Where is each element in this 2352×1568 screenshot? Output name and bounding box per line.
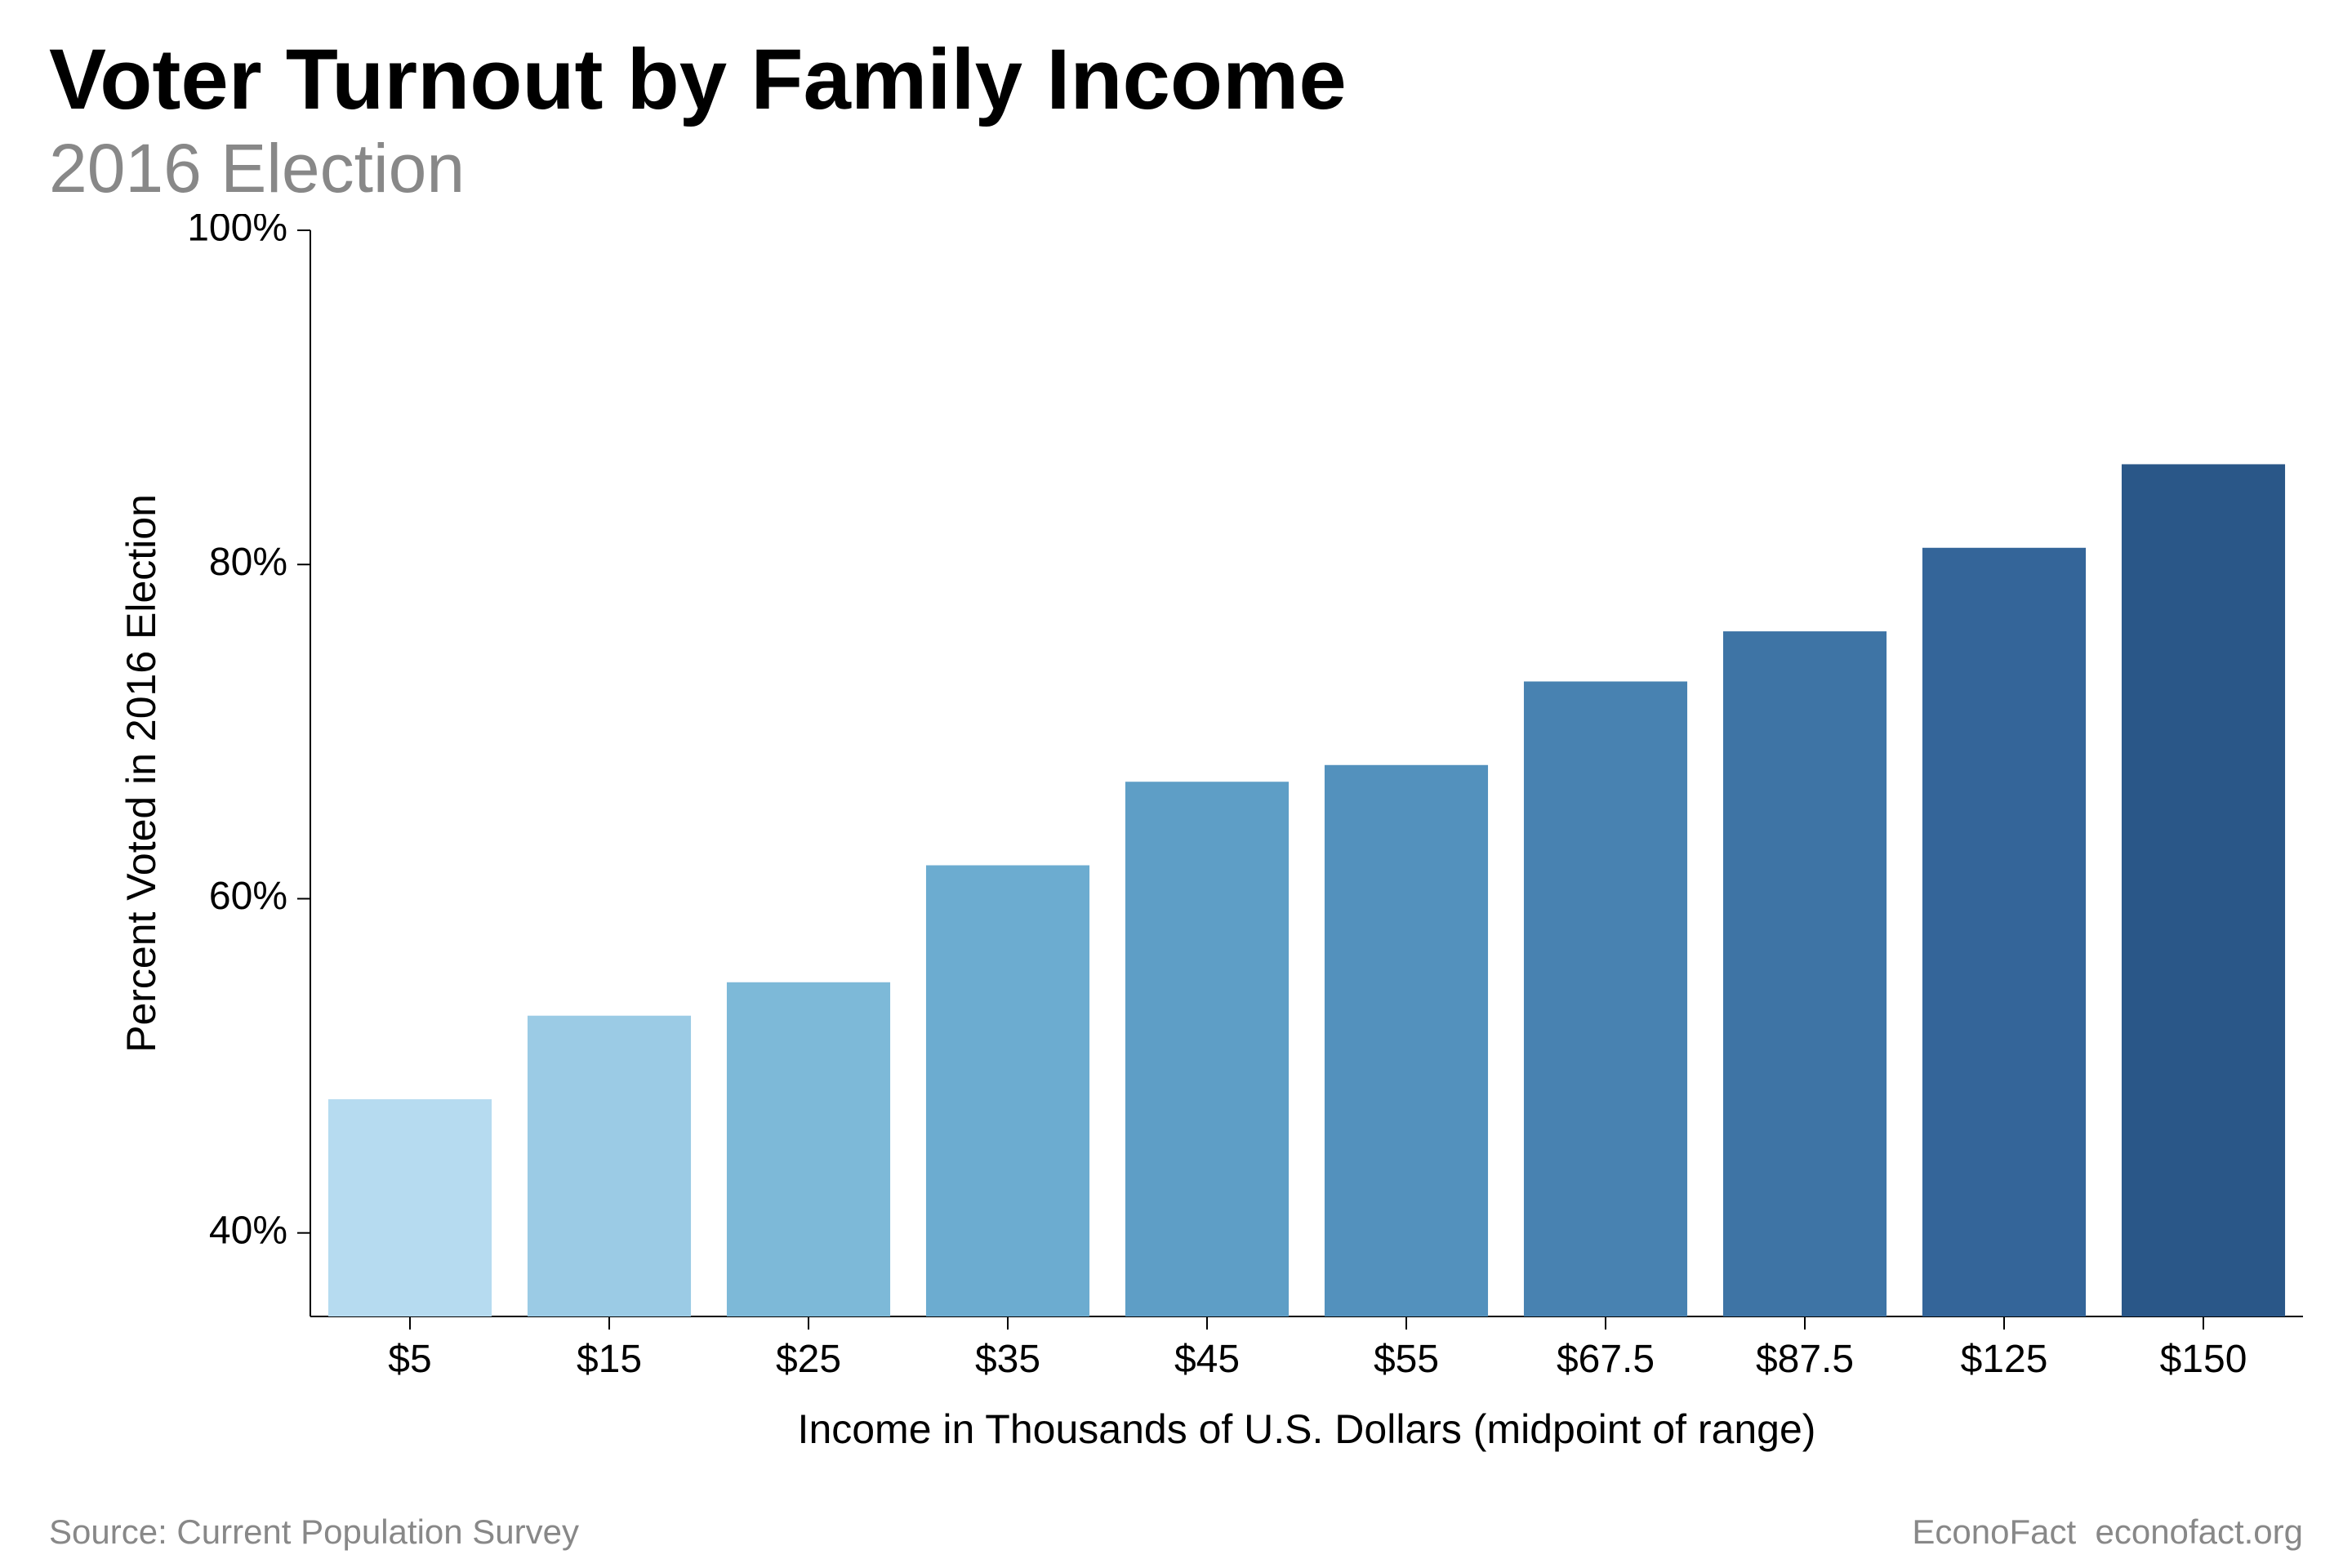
x-tick-label: $55 (1374, 1338, 1439, 1381)
y-tick-label: 80% (209, 541, 287, 584)
footer-site: econofact.org (2095, 1512, 2303, 1551)
bar (2122, 464, 2285, 1316)
x-tick-label: $45 (1174, 1338, 1240, 1381)
x-tick-label: $150 (2160, 1338, 2247, 1381)
bar (1125, 782, 1289, 1316)
footer-attribution: EconoFact econofact.org (1912, 1512, 2303, 1552)
bar (1524, 681, 1687, 1316)
x-tick-label: $67.5 (1557, 1338, 1655, 1381)
y-tick-label: 100% (187, 214, 287, 250)
x-tick-label: $87.5 (1756, 1338, 1854, 1381)
footer-source: Source: Current Population Survey (49, 1512, 579, 1552)
chart-area: 40% 60% 80% 100% $5 $15 $25 $35 $45 $55 $67.5 $87.5… (49, 214, 2303, 1488)
chart-svg: 40% 60% 80% 100% $5 $15 $25 $35 $45 $55 $67.5 $87.5… (49, 214, 2352, 1488)
x-tick-label: $25 (776, 1338, 841, 1381)
y-tick-label: 60% (209, 875, 287, 918)
bar (328, 1099, 492, 1316)
chart-container: Voter Turnout by Family Income 2016 Elec… (0, 0, 2352, 1568)
y-axis-label: Percent Voted in 2016 Election (118, 494, 164, 1053)
footer-brand: EconoFact (1912, 1512, 2076, 1551)
x-tick-label: $15 (577, 1338, 642, 1381)
bar (1325, 765, 1488, 1316)
bar (528, 1016, 691, 1316)
bar (1723, 631, 1886, 1316)
bar (1922, 548, 2086, 1316)
chart-subtitle: 2016 Election (49, 131, 2303, 206)
x-tick-label: $5 (388, 1338, 431, 1381)
chart-footer: Source: Current Population Survey EconoF… (49, 1512, 2303, 1552)
y-tick-label: 40% (209, 1209, 287, 1252)
x-axis-label: Income in Thousands of U.S. Dollars (mid… (798, 1406, 1816, 1452)
x-tick-label: $35 (975, 1338, 1040, 1381)
bar (727, 982, 890, 1316)
x-tick-label: $125 (1961, 1338, 2048, 1381)
chart-title: Voter Turnout by Family Income (49, 33, 2303, 127)
bar (926, 865, 1089, 1316)
